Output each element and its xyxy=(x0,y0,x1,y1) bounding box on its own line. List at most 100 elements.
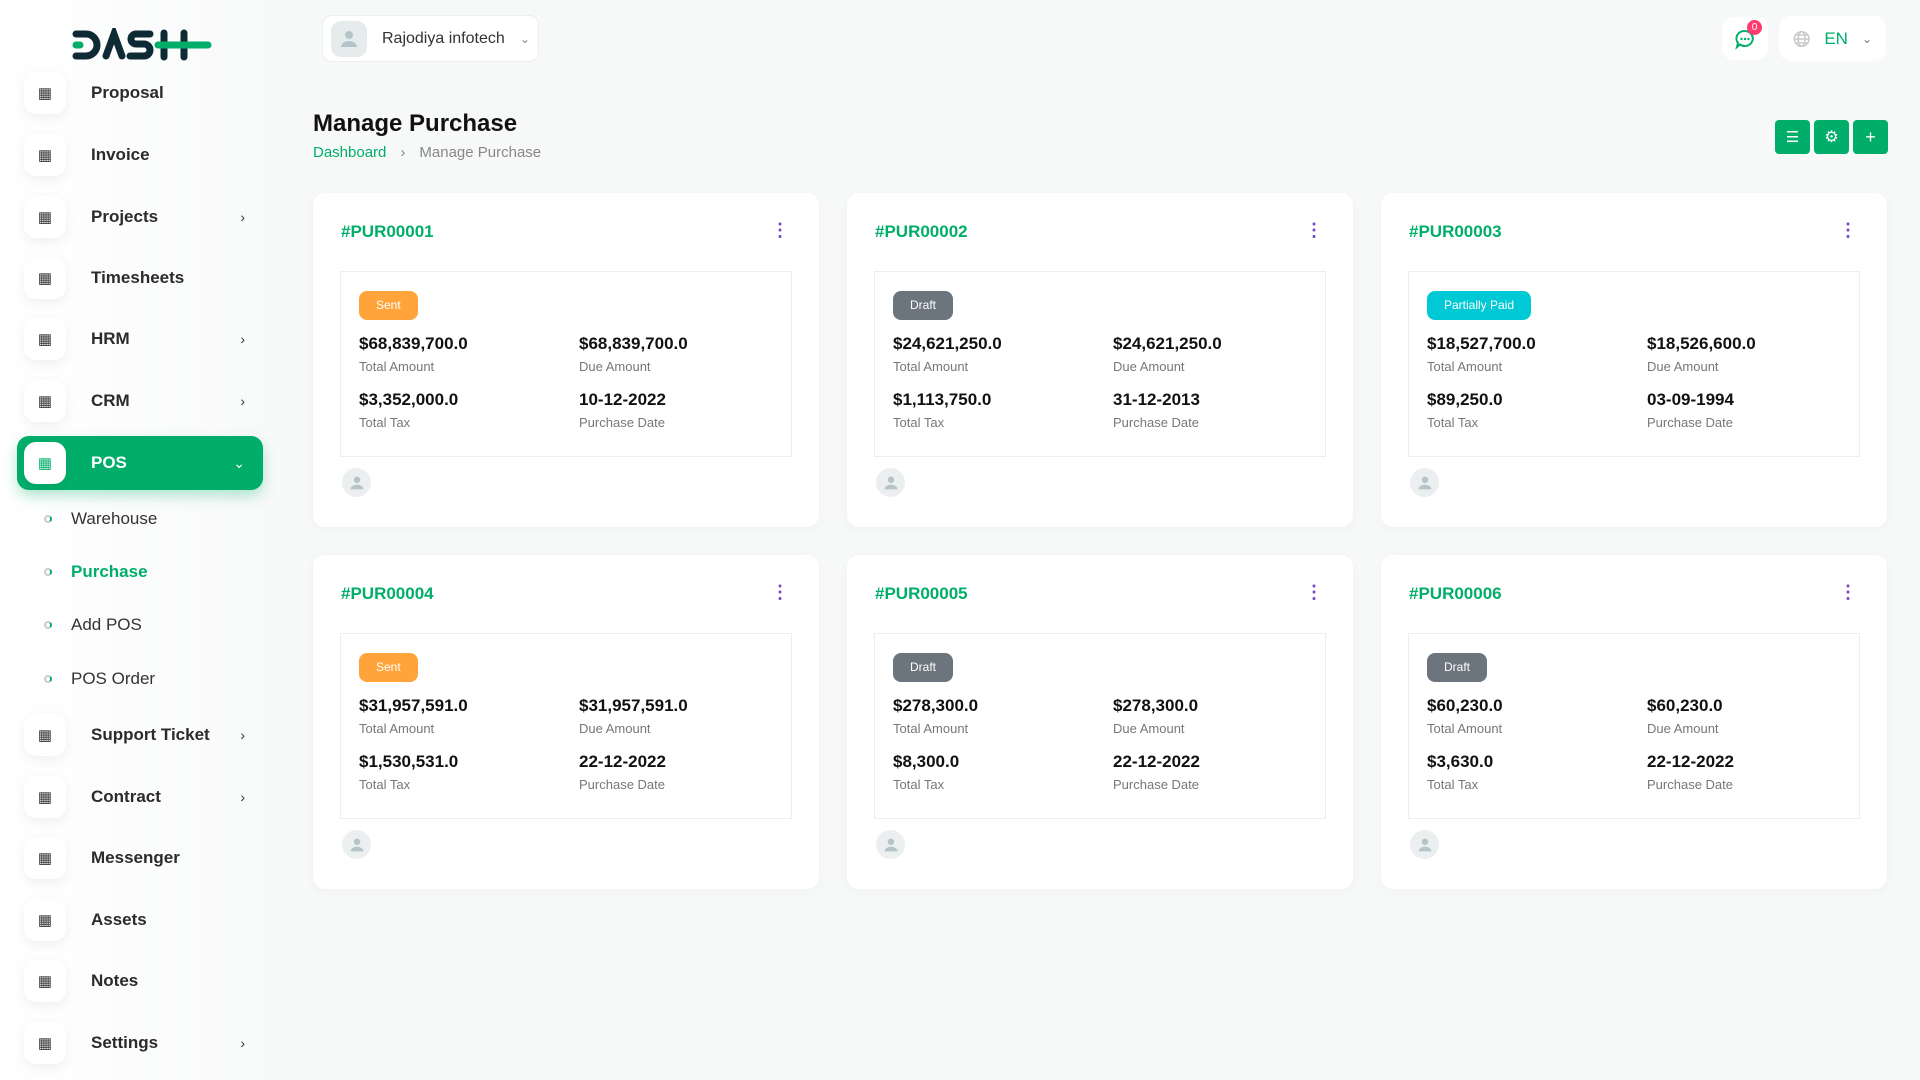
bullet-icon xyxy=(44,568,52,576)
total-tax-label: Total Tax xyxy=(893,415,945,430)
total-amount-label: Total Amount xyxy=(359,721,435,736)
chevron-down-icon: ⌄ xyxy=(519,31,530,46)
breadcrumb-dashboard-link[interactable]: Dashboard xyxy=(313,144,387,161)
status-badge: Draft xyxy=(893,653,954,682)
user-avatar-icon[interactable] xyxy=(1410,468,1439,497)
total-amount-value: $278,300.0 xyxy=(893,696,979,715)
messages-button[interactable]: 0 xyxy=(1722,17,1768,60)
due-amount-label: Due Amount xyxy=(1113,721,1185,736)
globe-icon xyxy=(1793,30,1810,47)
purchase-card: #PUR00006 ⋮ Draft $60,230.0 Total Amount … xyxy=(1381,555,1887,889)
sidebar-item-timesheets[interactable]: ▦ Timesheets xyxy=(17,251,263,305)
purchase-summary: Partially Paid $18,527,700.0 Total Amount… xyxy=(1408,271,1860,457)
headphones-icon: ▦ xyxy=(24,714,66,756)
sidebar-item-label: Assets xyxy=(91,910,147,929)
total-tax-value: $8,300.0 xyxy=(893,752,960,771)
more-options-icon[interactable]: ⋮ xyxy=(1839,220,1857,240)
more-options-icon[interactable]: ⋮ xyxy=(771,582,789,602)
total-tax-label: Total Tax xyxy=(359,777,411,792)
sidebar-subitem-purchase[interactable]: Purchase xyxy=(44,562,148,582)
purchase-card: #PUR00002 ⋮ Draft $24,621,250.0 Total Amo… xyxy=(847,193,1353,527)
sidebar-item-label: Proposal xyxy=(91,83,164,102)
purchase-id-link[interactable]: #PUR00002 xyxy=(875,222,968,241)
sidebar-item-support-ticket[interactable]: ▦ Support Ticket › xyxy=(17,708,263,762)
total-amount-value: $18,527,700.0 xyxy=(1427,334,1536,353)
contract-icon: ▦ xyxy=(24,776,66,818)
purchase-date-value: 22-12-2022 xyxy=(1113,752,1200,771)
sidebar-item-settings[interactable]: ▦ Settings › xyxy=(17,1016,263,1070)
total-tax-label: Total Tax xyxy=(1427,777,1479,792)
due-amount-value: $68,839,700.0 xyxy=(579,334,688,353)
language-selector[interactable]: EN ⌄ xyxy=(1779,16,1886,61)
purchase-date-label: Purchase Date xyxy=(1113,415,1199,430)
crm-icon: ▦ xyxy=(24,380,66,422)
breadcrumb-separator-icon: › xyxy=(400,144,406,161)
total-tax-value: $3,352,000.0 xyxy=(359,390,459,409)
add-purchase-button[interactable]: + xyxy=(1853,120,1888,154)
purchase-summary: Draft $24,621,250.0 Total Amount $24,621,… xyxy=(874,271,1326,457)
purchase-id-link[interactable]: #PUR00003 xyxy=(1409,222,1502,241)
sidebar-item-label: POS xyxy=(91,453,127,472)
sidebar-item-label: Notes xyxy=(91,971,139,990)
user-avatar-icon[interactable] xyxy=(342,468,371,497)
sidebar-item-hrm[interactable]: ▦ HRM › xyxy=(17,312,263,366)
sidebar-item-invoice[interactable]: ▦ Invoice xyxy=(17,128,263,182)
sidebar-subitem-add-pos[interactable]: Add POS xyxy=(44,615,142,635)
sidebar-item-label: HRM xyxy=(91,329,130,348)
purchase-date-value: 10-12-2022 xyxy=(579,390,666,409)
sidebar-subitem-label: Warehouse xyxy=(71,509,158,528)
user-avatar-icon[interactable] xyxy=(876,830,905,859)
sidebar-item-crm[interactable]: ▦ CRM › xyxy=(17,374,263,428)
purchase-date-value: 03-09-1994 xyxy=(1647,390,1734,409)
total-tax-value: $1,113,750.0 xyxy=(893,390,992,409)
calculator-icon: ▦ xyxy=(24,899,66,941)
list-view-button[interactable]: ☰ xyxy=(1775,120,1810,154)
purchase-date-value: 22-12-2022 xyxy=(1647,752,1734,771)
sidebar-item-assets[interactable]: ▦ Assets xyxy=(17,893,263,947)
purchase-id-link[interactable]: #PUR00004 xyxy=(341,584,434,603)
total-amount-value: $68,839,700.0 xyxy=(359,334,468,353)
sidebar-item-messenger[interactable]: ▦ Messenger xyxy=(17,831,263,885)
sidebar-item-projects[interactable]: ▦ Projects › xyxy=(17,190,263,244)
user-avatar-icon[interactable] xyxy=(876,468,905,497)
message-icon: ▦ xyxy=(24,837,66,879)
purchase-date-label: Purchase Date xyxy=(579,415,665,430)
settings-button[interactable]: ⚙ xyxy=(1814,120,1849,154)
more-options-icon[interactable]: ⋮ xyxy=(1305,220,1323,240)
sidebar-item-notes[interactable]: ▦ Notes xyxy=(17,954,263,1008)
sidebar-item-contract[interactable]: ▦ Contract › xyxy=(17,770,263,824)
due-amount-value: $31,957,591.0 xyxy=(579,696,688,715)
chevron-down-icon: ⌄ xyxy=(233,454,245,471)
total-tax-value: $89,250.0 xyxy=(1427,390,1503,409)
more-options-icon[interactable]: ⋮ xyxy=(1839,582,1857,602)
due-amount-value: $278,300.0 xyxy=(1113,696,1199,715)
purchase-date-label: Purchase Date xyxy=(579,777,665,792)
dash-logo[interactable] xyxy=(72,23,212,67)
notification-count: 0 xyxy=(1747,20,1762,35)
total-amount-label: Total Amount xyxy=(359,359,435,374)
purchase-id-link[interactable]: #PUR00001 xyxy=(341,222,434,241)
sidebar-item-proposal[interactable]: ▦ Proposal xyxy=(17,66,263,120)
sidebar-subitem-pos-order[interactable]: POS Order xyxy=(44,669,155,689)
sidebar-subitem-label: Add POS xyxy=(71,615,142,634)
total-tax-value: $3,630.0 xyxy=(1427,752,1494,771)
bullet-icon xyxy=(44,515,52,523)
purchase-id-link[interactable]: #PUR00005 xyxy=(875,584,968,603)
more-options-icon[interactable]: ⋮ xyxy=(771,220,789,240)
user-avatar-icon[interactable] xyxy=(342,830,371,859)
sidebar-item-label: Invoice xyxy=(91,145,150,164)
purchase-id-link[interactable]: #PUR00006 xyxy=(1409,584,1502,603)
purchase-card: #PUR00001 ⋮ Sent $68,839,700.0 Total Amou… xyxy=(313,193,819,527)
due-amount-label: Due Amount xyxy=(1647,721,1719,736)
purchase-date-label: Purchase Date xyxy=(1113,777,1199,792)
due-amount-label: Due Amount xyxy=(1647,359,1719,374)
user-avatar-icon[interactable] xyxy=(1410,830,1439,859)
sidebar-subitem-warehouse[interactable]: Warehouse xyxy=(44,509,157,529)
purchase-summary: Sent $68,839,700.0 Total Amount $68,839,7… xyxy=(340,271,792,457)
sidebar-item-pos[interactable]: ▦ POS ⌄ xyxy=(17,436,263,490)
purchase-date-value: 31-12-2013 xyxy=(1113,390,1200,409)
sidebar-item-label: CRM xyxy=(91,391,130,410)
purchase-card: #PUR00003 ⋮ Partially Paid $18,527,700.0… xyxy=(1381,193,1887,527)
more-options-icon[interactable]: ⋮ xyxy=(1305,582,1323,602)
company-switcher[interactable]: Rajodiya infotech ⌄ xyxy=(322,15,539,62)
